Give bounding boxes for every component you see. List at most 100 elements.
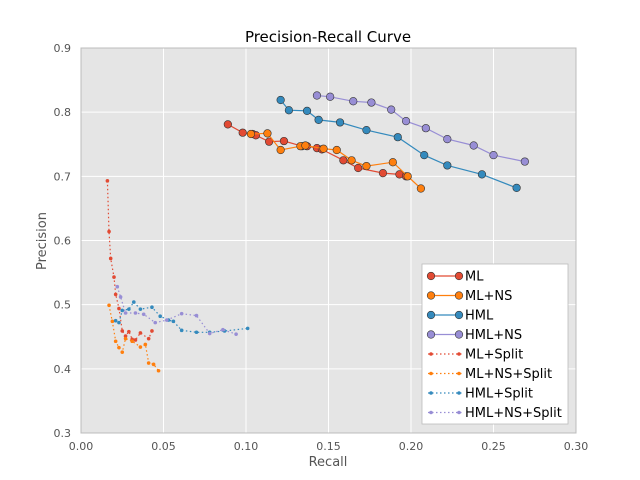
data-point (335, 118, 345, 127)
data-point (279, 136, 289, 146)
data-point (117, 345, 121, 350)
series-layer (105, 91, 529, 373)
data-point (117, 320, 121, 325)
data-point (107, 303, 111, 308)
chart-title: Precision-Recall Curve (245, 28, 411, 46)
data-point (110, 319, 115, 324)
data-point (339, 156, 348, 165)
x-tick-label: 0.10 (234, 440, 259, 453)
data-point (301, 141, 310, 150)
legend: ML ML+NS HML HML+NS ML+Split ML+NS+Split HML+S… (421, 263, 569, 425)
x-tick-label: 0.20 (399, 440, 424, 453)
x-tick-label: 0.00 (69, 440, 94, 453)
data-point (165, 318, 169, 322)
data-point (127, 307, 131, 311)
y-tick-label: 0.7 (54, 170, 72, 183)
data-point (265, 137, 274, 146)
data-point (469, 141, 478, 150)
data-point (156, 368, 161, 373)
data-point (245, 326, 250, 331)
data-point (133, 338, 138, 342)
data-point (138, 345, 143, 349)
data-point (146, 336, 151, 341)
legend-marker (457, 410, 461, 415)
legend-label: ML+NS+Split (465, 367, 552, 382)
data-point (117, 306, 121, 311)
y-tick-label: 0.5 (54, 299, 72, 312)
legend-entry: ML (426, 270, 484, 285)
legend-label: HML (465, 309, 494, 324)
y-tick-label: 0.9 (54, 42, 72, 55)
data-point (367, 98, 376, 107)
data-point (115, 284, 120, 289)
data-point (207, 331, 212, 336)
data-point (378, 169, 388, 178)
series-line (108, 305, 160, 372)
series-hml-ns-split (115, 284, 238, 336)
series-line (106, 180, 153, 341)
data-point (347, 156, 356, 165)
data-point (158, 314, 162, 319)
x-tick-label: 0.05 (151, 440, 176, 453)
data-point (263, 129, 272, 138)
data-point (153, 320, 158, 325)
legend-box (421, 263, 569, 425)
legend-label: HML+Split (465, 387, 533, 402)
data-point (194, 330, 199, 335)
data-point (127, 329, 131, 334)
data-point (276, 145, 285, 155)
data-point (138, 331, 143, 335)
x-tick-label: 0.30 (564, 440, 589, 453)
legend-marker (457, 371, 461, 376)
data-point (132, 300, 136, 304)
legend-marker (454, 330, 464, 339)
data-point (179, 311, 184, 316)
data-point (123, 336, 128, 341)
data-point (123, 334, 128, 338)
data-point (326, 92, 335, 101)
data-point (387, 105, 396, 114)
data-point (133, 311, 138, 315)
data-point (314, 115, 323, 124)
data-point (123, 311, 128, 315)
legend-entry: HML+NS (426, 328, 522, 343)
legend-entry: ML+Split (428, 348, 523, 363)
legend-marker (429, 391, 433, 395)
data-point (319, 144, 328, 153)
data-point (238, 128, 247, 137)
data-point (221, 327, 225, 332)
legend-marker (457, 391, 461, 395)
data-point (150, 305, 154, 310)
data-point (234, 332, 238, 336)
data-point (113, 339, 118, 344)
x-tick-label: 0.15 (316, 440, 341, 453)
x-axis-label: Recall (309, 455, 348, 470)
data-point (512, 183, 521, 192)
legend-entry: HML (426, 309, 494, 324)
data-point (141, 312, 146, 317)
data-point (143, 342, 148, 347)
data-point (105, 179, 110, 183)
plot-frame (80, 47, 577, 434)
data-point (403, 172, 412, 181)
y-tick-label: 0.3 (54, 427, 72, 440)
legend-marker (426, 271, 436, 281)
legend-label: HML+NS+Split (465, 406, 562, 421)
data-point (362, 126, 371, 135)
data-point (520, 157, 529, 166)
data-point (151, 362, 156, 367)
series-hml-ns (312, 91, 529, 166)
data-point (354, 163, 363, 173)
legend-label: HML+NS (465, 328, 522, 343)
data-point (113, 292, 118, 297)
legend-marker (454, 291, 464, 300)
data-point (120, 329, 125, 333)
series-line (116, 286, 237, 335)
data-point (477, 170, 487, 179)
ticks: 0.00 0.05 0.10 0.15 0.20 0.25 0.30 0.3 0.4 0.5 0.6… (54, 42, 589, 453)
data-point (138, 307, 143, 311)
data-point (443, 161, 452, 170)
legend-marker (429, 410, 433, 415)
data-point (171, 319, 176, 324)
